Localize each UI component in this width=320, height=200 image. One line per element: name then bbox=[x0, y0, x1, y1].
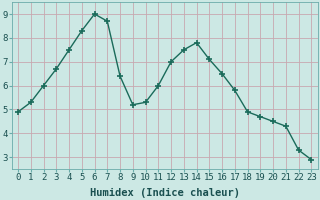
X-axis label: Humidex (Indice chaleur): Humidex (Indice chaleur) bbox=[90, 188, 240, 198]
